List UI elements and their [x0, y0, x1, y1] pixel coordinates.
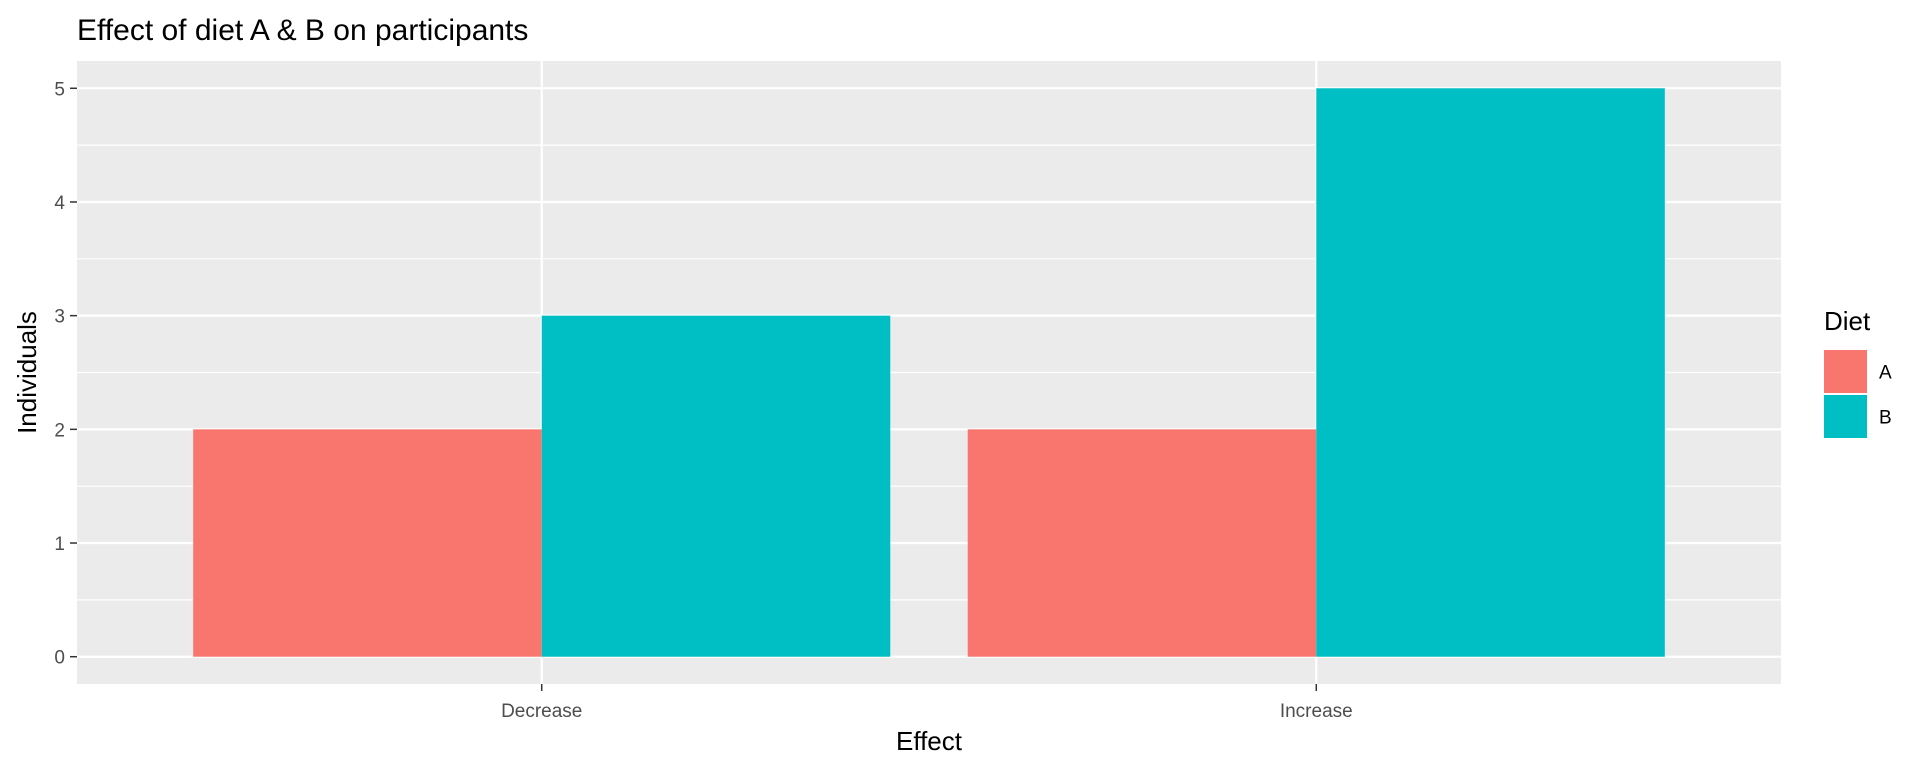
- bar-A-Decrease: [193, 429, 542, 657]
- y-tick-label: 3: [54, 307, 65, 328]
- x-axis: Decrease Increase: [501, 684, 1353, 722]
- y-tick-label: 2: [54, 420, 65, 441]
- bar-B-Decrease: [541, 315, 891, 657]
- y-tick-label: 1: [54, 534, 65, 555]
- legend-label-A: A: [1879, 363, 1892, 384]
- x-tick-label: Increase: [1280, 701, 1353, 722]
- y-axis: 0 1 2 3 4 5: [54, 79, 77, 669]
- y-axis-title: Individuals: [12, 311, 42, 434]
- bars: [193, 88, 1665, 657]
- bar-B-Increase: [1316, 88, 1665, 657]
- chart-title: Effect of diet A & B on participants: [77, 14, 528, 47]
- y-tick-label: 5: [54, 79, 65, 100]
- legend-key-B: [1824, 395, 1867, 438]
- legend-title: Diet: [1824, 306, 1871, 336]
- legend: Diet A B: [1824, 306, 1892, 438]
- y-tick-label: 0: [54, 648, 65, 669]
- y-tick-label: 4: [54, 193, 65, 214]
- legend-key-A: [1824, 350, 1867, 393]
- x-axis-title: Effect: [896, 726, 963, 756]
- x-tick-label: Decrease: [501, 701, 582, 722]
- bar-A-Increase: [967, 429, 1317, 657]
- legend-label-B: B: [1879, 408, 1892, 429]
